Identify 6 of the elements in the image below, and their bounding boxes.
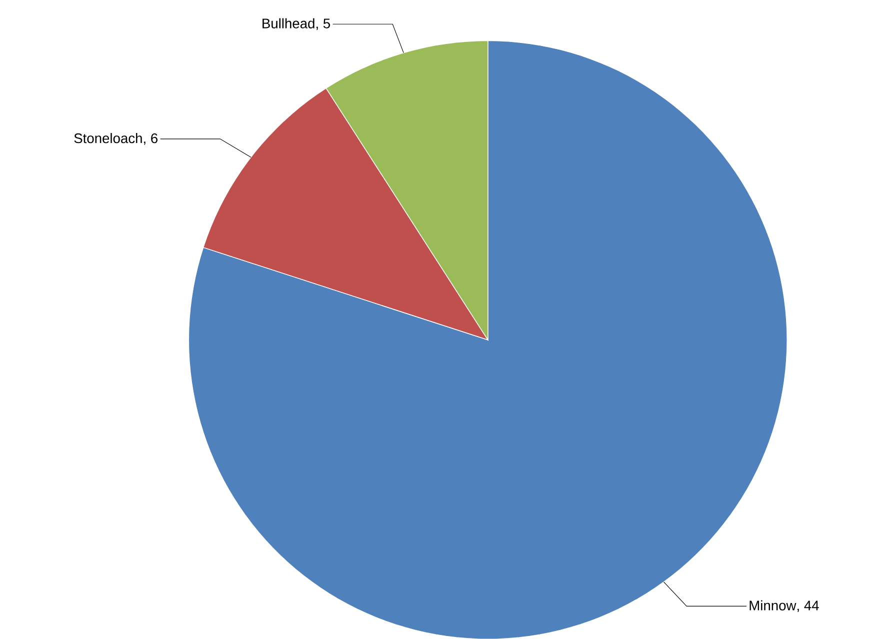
data-label: , 44 [797, 600, 819, 612]
data-label: , 5 [316, 18, 330, 30]
data-label: , 6 [144, 133, 158, 145]
slice-label: Stoneloach [74, 132, 142, 143]
slice-label: Minnow [750, 600, 796, 610]
slice-label: Bullhead [262, 18, 314, 28]
